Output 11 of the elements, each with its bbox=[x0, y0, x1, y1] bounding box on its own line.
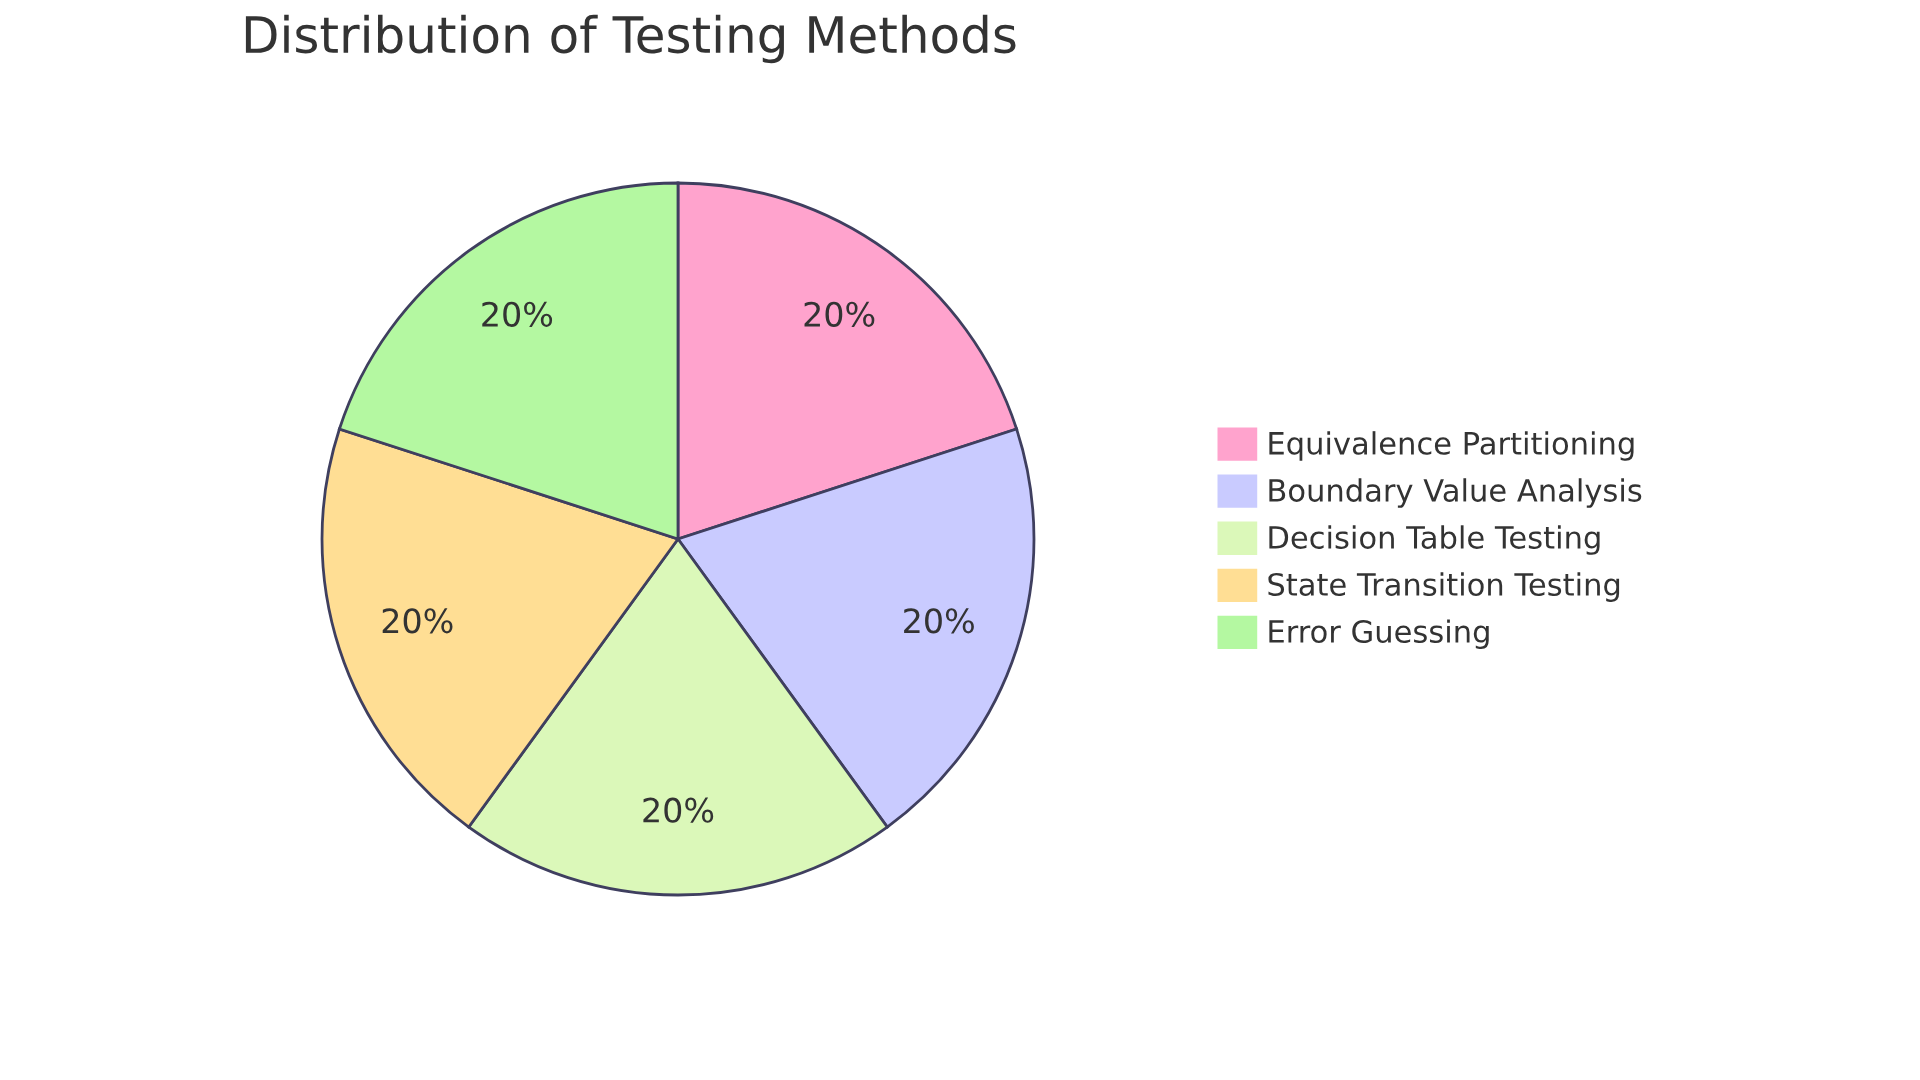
data-label: 20% bbox=[382, 608, 453, 634]
data-label: 20% bbox=[904, 608, 974, 634]
data-label: 20% bbox=[482, 301, 553, 327]
legend-label: Boundary Value Analysis bbox=[1269, 478, 1642, 508]
chart-title: Distribution of Testing Methods bbox=[245, 14, 1016, 64]
data-label: 20% bbox=[804, 301, 875, 327]
legend-label: Equivalence Partitioning bbox=[1269, 431, 1634, 461]
legend-label: Error Guessing bbox=[1269, 619, 1489, 649]
legend-label: State Transition Testing bbox=[1268, 572, 1620, 602]
legend-label: Decision Table Testing bbox=[1269, 525, 1600, 555]
data-label: 20% bbox=[643, 797, 714, 823]
